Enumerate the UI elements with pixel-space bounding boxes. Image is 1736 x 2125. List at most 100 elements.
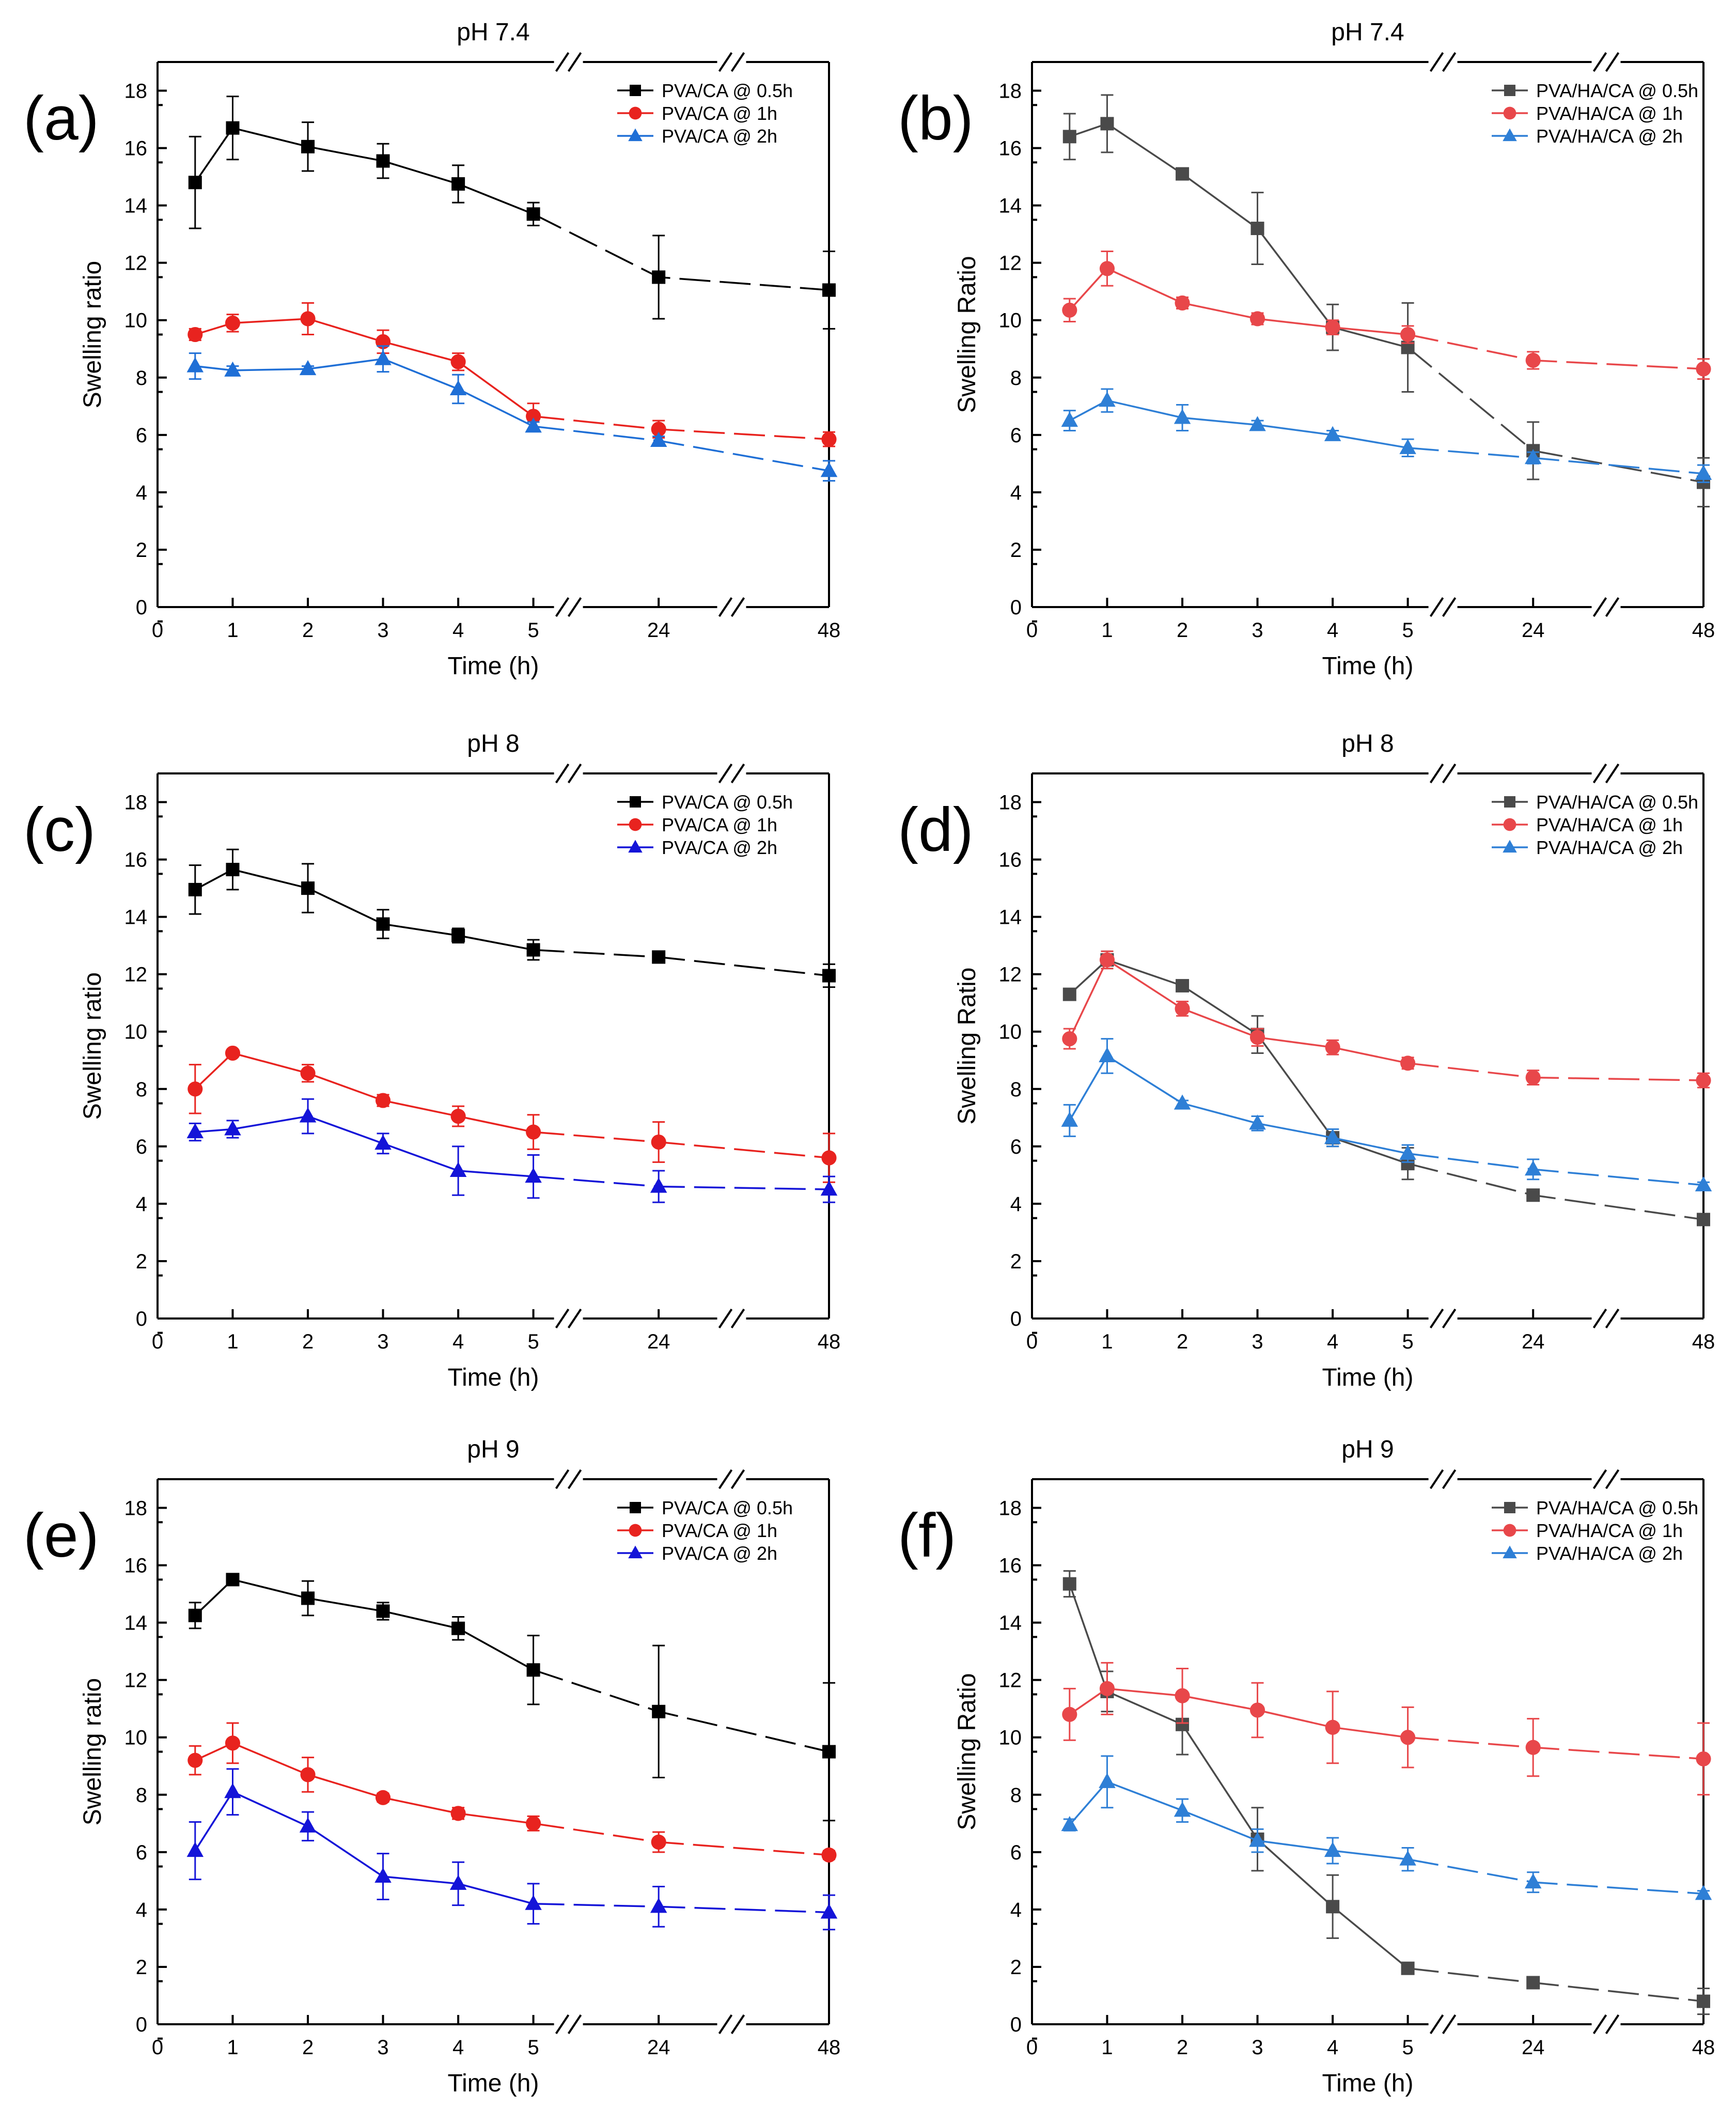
panel-a-y-tick-label: 16 (124, 137, 148, 160)
panel-d-data-point (1062, 1031, 1077, 1047)
panel-d-y-tick-label: 6 (1010, 1136, 1022, 1158)
panel-c-x-tick-label: 24 (647, 1330, 670, 1353)
panel-b-series-line-dashed (1407, 333, 1704, 370)
panel-c-data-point (225, 1045, 241, 1061)
panel-d-data-point (1399, 1144, 1416, 1160)
panel-e-title: pH 9 (467, 1436, 519, 1463)
panel-f-series-3 (1061, 1755, 1712, 1900)
panel-b-series-line (1069, 122, 1409, 349)
panel-c-legend-label: PVA/CA @ 2h (662, 837, 777, 858)
panel-c-y-tick-label: 16 (124, 849, 148, 872)
panel-e-data-point (650, 1898, 667, 1913)
panel-e-data-point (225, 1735, 241, 1751)
panel-f-y-axis-label: Swelling Ratio (953, 1673, 981, 1830)
panel-e-data-point (376, 1604, 390, 1618)
panel-e-data-point (186, 1841, 204, 1857)
panel-f-data-point (1696, 1751, 1711, 1766)
panel-a-axis-break (730, 52, 745, 72)
panel-e-axis-break (555, 2014, 570, 2035)
panel-c-y-tick-label: 12 (124, 964, 148, 986)
panel-a-x-tick-label: 24 (647, 619, 670, 642)
panel-d-data-point (1696, 1073, 1711, 1088)
panel-a-data-point (186, 357, 204, 373)
panel-e-y-tick-label: 12 (124, 1669, 148, 1692)
panel-f-data-point (1249, 1832, 1266, 1847)
panel-e-legend-marker (630, 1502, 641, 1513)
panel-e-series-line-dashed (533, 1903, 830, 1914)
panel-e-axis-break (567, 2014, 582, 2035)
panel-f-y-tick-label: 0 (1010, 2013, 1022, 2036)
panel-d-series-line-dashed (1407, 1062, 1704, 1081)
panel-b-data-point (1525, 352, 1541, 368)
panel-d-y-tick-label: 12 (999, 964, 1022, 986)
panel-c-legend-label: PVA/CA @ 0.5h (662, 792, 793, 813)
panel-e-axis-break (730, 1469, 745, 1490)
panel-d-data-point (1526, 1188, 1540, 1202)
panel-f-x-tick-label: 5 (1402, 2036, 1413, 2059)
panel-a-data-point (376, 154, 390, 168)
panel-b-axis-break (1605, 597, 1620, 617)
panel-b-y-axis-label: Swelling Ratio (953, 256, 981, 413)
panel-a-axis-break (718, 52, 733, 72)
panel-b-legend-marker (1503, 128, 1517, 142)
panel-d-series-2 (1062, 950, 1711, 1089)
panel-a-x-tick-label: 48 (818, 619, 841, 642)
panel-b-series-line-dashed (1407, 347, 1704, 484)
panel-f-axis-break (1592, 2014, 1607, 2035)
panel-b-x-tick-label: 24 (1522, 619, 1545, 642)
panel-f-x-tick-label: 2 (1177, 2036, 1188, 2059)
panel-e-x-tick-label: 48 (818, 2036, 841, 2059)
panel-e-y-tick-label: 16 (124, 1555, 148, 1577)
panel-a-data-point (226, 121, 240, 135)
panel-f-data-point (1400, 1730, 1416, 1745)
panel-c-series-3 (186, 1098, 838, 1203)
panel-a-series-2 (187, 302, 837, 447)
panel-f-x-axis-label: Time (h) (1322, 2070, 1414, 2097)
panel-d-axis-break (1592, 1308, 1607, 1329)
panel-d-y-tick-label: 0 (1010, 1308, 1022, 1330)
panel-c-label: (c) (23, 795, 96, 864)
panel-b-data-point (1324, 426, 1341, 441)
panel-b-y-tick-label: 10 (999, 309, 1022, 332)
panel-c-data-point (300, 1065, 316, 1081)
panel-c-x-tick-label: 1 (227, 1330, 238, 1353)
panel-c-title: pH 8 (467, 730, 519, 757)
panel-c-series-2 (187, 1045, 837, 1183)
panel-f-series-line (1069, 1780, 1408, 1860)
panel-a-axis-break (567, 597, 582, 617)
panel-a-axis-break (555, 597, 570, 617)
panel-e-data-point (821, 1847, 837, 1863)
panel-a-data-point (450, 354, 466, 369)
panel-a-data-point (301, 139, 315, 153)
panel-e-data-point (299, 1817, 317, 1833)
panel-d-data-point (1176, 979, 1190, 992)
panel-e-x-tick-label: 0 (152, 2036, 163, 2059)
panel-d-x-tick-label: 0 (1026, 1330, 1038, 1353)
panel-d-data-point (1524, 1160, 1542, 1176)
panel-c-data-point (822, 969, 836, 983)
panel-d-data-point (1695, 1176, 1712, 1191)
panel-f-series-line-dashed (1407, 1736, 1704, 1760)
panel-c-axis-break (730, 1308, 745, 1329)
panel-a-series-line (195, 358, 534, 427)
panel-b-axis-break (1442, 597, 1457, 617)
panel-b-x-tick-label: 48 (1692, 619, 1715, 642)
panel-c-data-point (526, 943, 540, 957)
panel-f-axis-break (1442, 1469, 1457, 1490)
panel-c-legend-marker (629, 818, 642, 831)
panel-b-axis-break (1429, 52, 1444, 72)
panel-b-y-tick-label: 4 (1010, 482, 1022, 504)
panel-b-series-2 (1062, 250, 1711, 380)
panel-d-x-tick-label: 4 (1327, 1330, 1338, 1353)
panel-e-legend-marker (629, 1524, 642, 1537)
panel-f-legend-marker (1503, 1545, 1517, 1559)
panel-b-legend-marker (1504, 85, 1515, 96)
panel-d-y-tick-label: 2 (1010, 1250, 1022, 1273)
panel-b-y-tick-label: 12 (999, 252, 1022, 275)
panel-b-y-tick-label: 6 (1010, 424, 1022, 447)
panel-d-data-point (1400, 1056, 1416, 1071)
